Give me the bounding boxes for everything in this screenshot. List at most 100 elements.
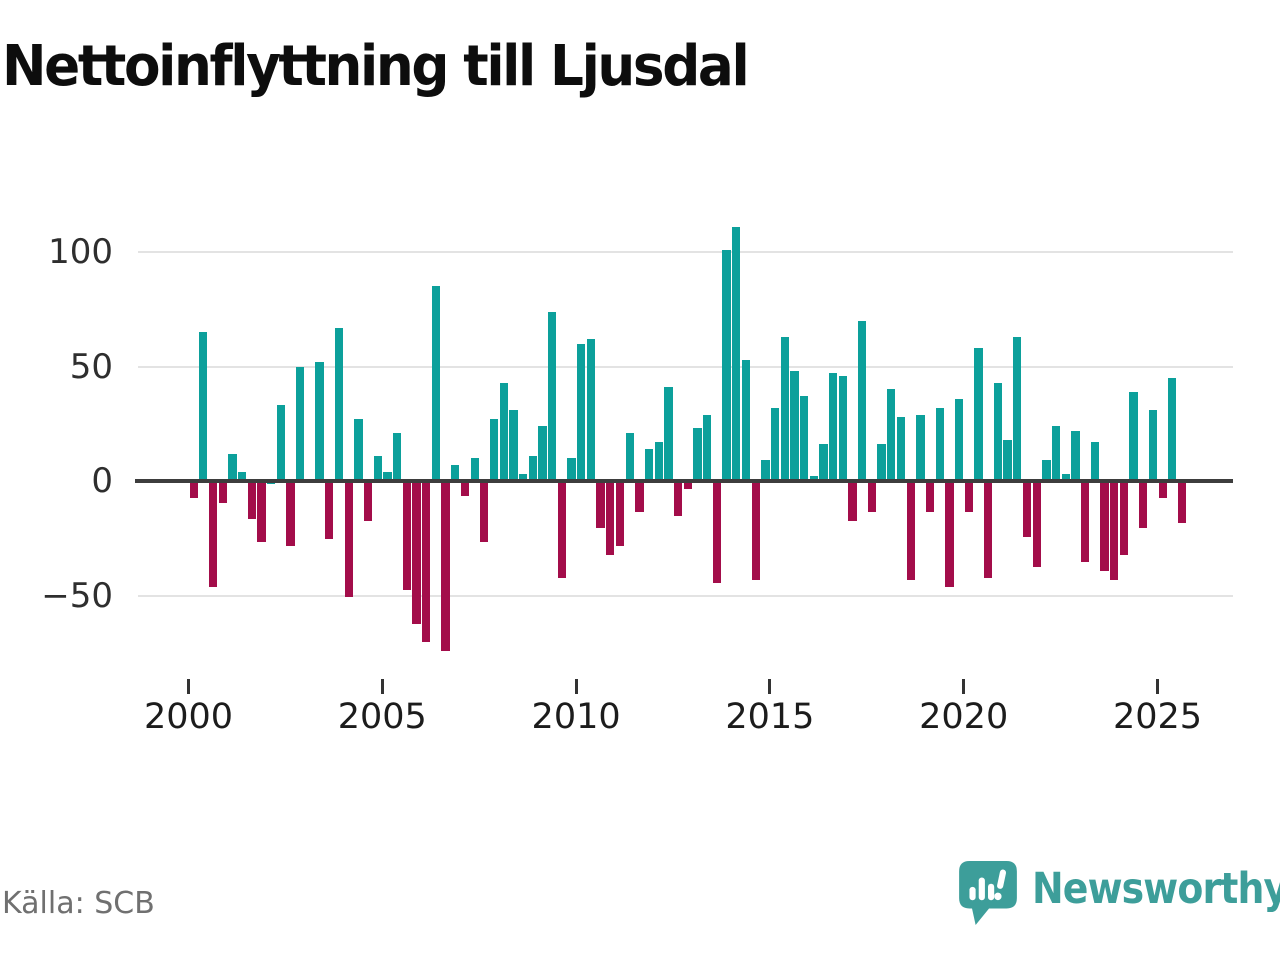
bar bbox=[887, 389, 896, 482]
bar bbox=[276, 405, 285, 482]
gridline--50 bbox=[138, 594, 1233, 597]
bar bbox=[664, 387, 673, 482]
bar bbox=[916, 414, 925, 482]
bar bbox=[1110, 482, 1119, 581]
bar bbox=[237, 471, 247, 482]
bar bbox=[470, 458, 479, 482]
bar bbox=[392, 432, 402, 482]
bar bbox=[286, 482, 295, 547]
bar bbox=[993, 382, 1003, 482]
bar bbox=[548, 311, 557, 482]
gridline-50 bbox=[138, 365, 1233, 368]
bar bbox=[877, 444, 886, 482]
x-axis-label: 2005 bbox=[337, 697, 427, 737]
bar bbox=[383, 471, 392, 482]
bar bbox=[761, 460, 770, 482]
x-axis-tick bbox=[574, 679, 578, 694]
bar bbox=[315, 361, 324, 482]
bar bbox=[838, 375, 848, 482]
zero-axis-line bbox=[135, 479, 1233, 483]
bar bbox=[480, 482, 489, 542]
bar bbox=[199, 332, 208, 482]
bar bbox=[577, 343, 586, 482]
bar bbox=[984, 482, 993, 579]
gridline-100 bbox=[138, 251, 1233, 253]
bar bbox=[974, 348, 983, 482]
bar bbox=[751, 482, 760, 581]
bar bbox=[906, 482, 915, 581]
bar bbox=[1177, 482, 1187, 524]
bar bbox=[557, 482, 567, 579]
x-axis-tick bbox=[380, 679, 384, 694]
bar bbox=[858, 320, 867, 482]
bar bbox=[528, 455, 537, 482]
x-axis-label: 2000 bbox=[143, 697, 234, 737]
bar bbox=[955, 398, 964, 482]
bar bbox=[412, 482, 421, 624]
bar bbox=[1158, 482, 1167, 499]
bar bbox=[674, 482, 683, 517]
newsworthy-wordmark: Newsworthy bbox=[1032, 864, 1280, 914]
bar bbox=[829, 373, 838, 482]
bar bbox=[780, 336, 789, 482]
bar bbox=[1119, 482, 1129, 556]
x-axis-label: 2010 bbox=[531, 697, 621, 737]
bar bbox=[1080, 482, 1090, 563]
bar bbox=[451, 464, 460, 482]
bar bbox=[509, 410, 518, 482]
bar bbox=[741, 359, 751, 482]
y-axis-label: −50 bbox=[41, 575, 113, 616]
bar bbox=[625, 432, 634, 482]
bar bbox=[567, 458, 576, 482]
bar bbox=[247, 482, 256, 519]
bar bbox=[615, 482, 625, 547]
bar bbox=[334, 327, 344, 482]
bar bbox=[518, 474, 528, 482]
x-axis-tick bbox=[962, 679, 966, 694]
bar bbox=[499, 382, 508, 482]
bar bbox=[441, 482, 450, 652]
bar bbox=[208, 482, 218, 588]
bar bbox=[344, 482, 353, 597]
bar bbox=[703, 414, 712, 482]
newsworthy-logo-icon bbox=[959, 861, 1017, 925]
x-axis-tick bbox=[187, 679, 190, 694]
bar bbox=[848, 482, 857, 521]
bar bbox=[296, 366, 305, 482]
bar bbox=[1100, 482, 1109, 572]
bar bbox=[189, 482, 198, 499]
bar bbox=[422, 482, 431, 643]
x-axis-label: 2020 bbox=[919, 697, 1009, 737]
bar bbox=[1061, 474, 1070, 482]
bar bbox=[325, 482, 334, 540]
bar bbox=[867, 482, 877, 512]
bar bbox=[1013, 336, 1022, 482]
newsworthy-logo: Newsworthy bbox=[958, 858, 1280, 928]
bar bbox=[712, 482, 722, 583]
y-axis-label: 0 bbox=[91, 461, 113, 501]
bar bbox=[732, 226, 741, 482]
bar bbox=[799, 396, 809, 482]
source-note: Källa: SCB bbox=[2, 886, 155, 921]
bar bbox=[228, 453, 237, 482]
bar bbox=[402, 482, 411, 590]
bar bbox=[1168, 377, 1177, 482]
bar bbox=[1051, 426, 1061, 482]
bar bbox=[722, 249, 731, 482]
bar bbox=[257, 482, 266, 542]
bar bbox=[945, 482, 954, 588]
bar bbox=[606, 482, 615, 556]
bar bbox=[1022, 482, 1032, 537]
bar bbox=[693, 428, 702, 482]
bar bbox=[489, 419, 499, 482]
bar bbox=[925, 482, 935, 512]
bar bbox=[935, 407, 944, 482]
bar bbox=[644, 448, 654, 482]
bar bbox=[770, 407, 780, 482]
bar bbox=[1071, 430, 1080, 482]
x-axis-tick bbox=[768, 679, 772, 694]
x-axis-tick bbox=[1156, 679, 1159, 694]
bar bbox=[1148, 410, 1158, 482]
